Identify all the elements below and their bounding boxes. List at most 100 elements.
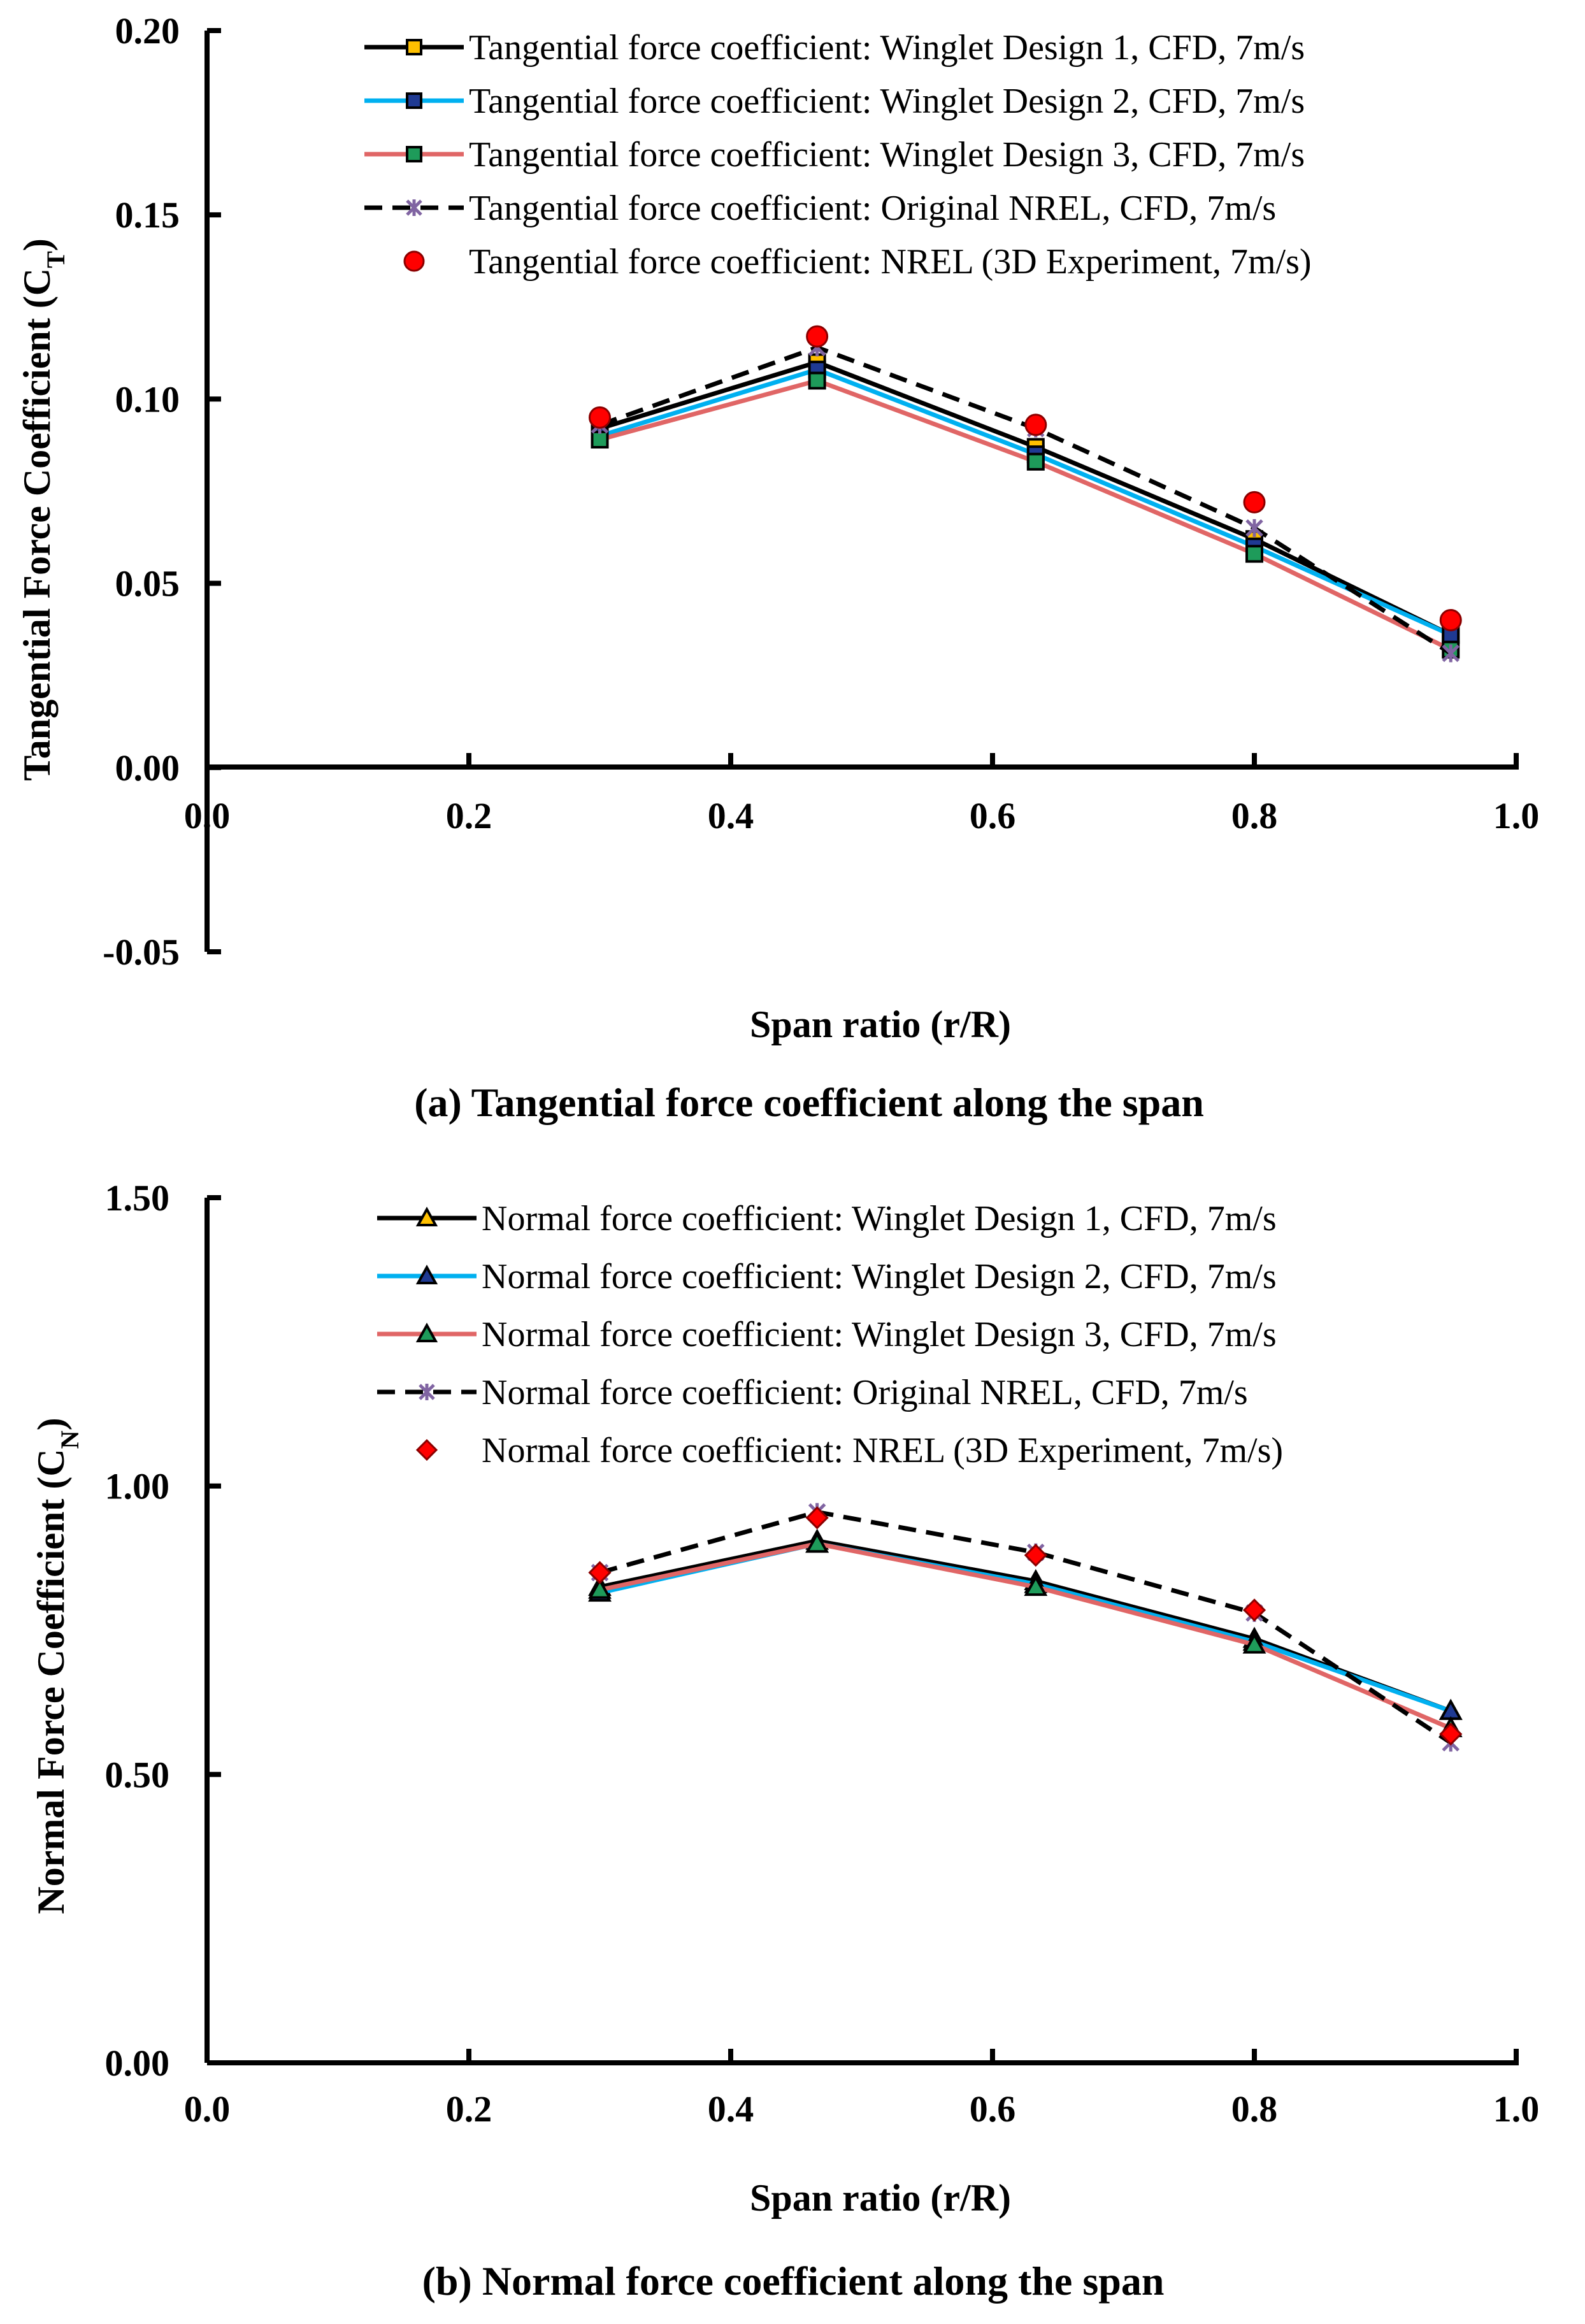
- tangential-y-tick-label: 0.20: [115, 10, 180, 52]
- tangential-legend-label: Tangential force coefficient: Winglet De…: [469, 28, 1305, 68]
- tangential-series-3-point: [808, 371, 826, 390]
- tangential-series-5: [589, 325, 1462, 631]
- normal-legend-swatch-marker: [419, 1384, 435, 1400]
- normal-series-5-point: [588, 1561, 612, 1584]
- tangential-y-tick-label: 0.00: [115, 747, 180, 789]
- normal-y-axis-label-sub: N: [55, 1430, 84, 1449]
- normal-series-2-line: [599, 1541, 1452, 1714]
- tangential-y-axis-label-close: ): [16, 238, 58, 251]
- normal-legend-swatch-marker: [415, 1438, 438, 1461]
- tangential-axes: -0.05 0.00 0.05 0.10 0.15 0.20 0.0 0.2 0.4 0.6 0.8…: [103, 10, 1539, 973]
- tangential-legend-entry-5: Tangential force coefficient: NREL (3D E…: [403, 242, 1312, 282]
- normal-legend-entry-3: Normal force coefficient: Winglet Design…: [377, 1315, 1277, 1354]
- tangential-legend-label: Tangential force coefficient: Winglet De…: [469, 135, 1305, 175]
- tangential-series-2-line: [599, 367, 1452, 637]
- normal-x-tick-label: 0.4: [708, 2088, 754, 2130]
- normal-y-axis-label-close: ): [30, 1417, 72, 1430]
- tangential-force-chart: -0.05 0.00 0.05 0.10 0.15 0.20 0.0 0.2 0.4 0.6 0.8…: [16, 10, 1539, 1125]
- tangential-series-5-point: [1439, 608, 1462, 631]
- tangential-y-tick-label: 0.10: [115, 378, 180, 420]
- normal-series-3: [588, 1531, 1463, 1737]
- normal-x-tick-label: 0.6: [970, 2088, 1016, 2130]
- tangential-legend-label: Tangential force coefficient: Winglet De…: [469, 82, 1305, 121]
- normal-series-4: [591, 1503, 1460, 1752]
- tangential-legend-swatch-marker: [406, 146, 422, 162]
- normal-axes: 0.00 0.50 1.00 1.50 0.0 0.2 0.4 0.6 0.8 1.0: [105, 1177, 1540, 2130]
- tangential-series-5-point: [589, 406, 611, 429]
- normal-legend: Normal force coefficient: Winglet Design…: [377, 1199, 1283, 1470]
- normal-caption: (b) Normal force coefficient along the s…: [422, 2258, 1165, 2304]
- tangential-series-4: [591, 338, 1460, 663]
- normal-series-5: [588, 1506, 1463, 1746]
- tangential-caption: (a) Tangential force coefficient along t…: [414, 1080, 1204, 1125]
- tangential-legend-entry-2: Tangential force coefficient: Winglet De…: [364, 82, 1305, 121]
- tangential-y-axis-label: Tangential Force Coefficient (CT): [16, 238, 70, 781]
- tangential-legend-entry-1: Tangential force coefficient: Winglet De…: [364, 28, 1305, 68]
- normal-legend-entry-5: Normal force coefficient: NREL (3D Exper…: [415, 1431, 1283, 1470]
- normal-y-tick-label: 0.50: [105, 1754, 170, 1795]
- tangential-series-4-line: [599, 345, 1452, 656]
- normal-x-tick-label: 0.0: [184, 2088, 231, 2130]
- tangential-legend-label: Tangential force coefficient: Original N…: [469, 189, 1276, 228]
- tangential-legend-entry-4: Tangential force coefficient: Original N…: [364, 189, 1276, 228]
- tangential-series-5-point: [806, 325, 829, 348]
- tangential-y-tick-label: 0.15: [115, 194, 180, 236]
- normal-series-3-point: [1024, 1574, 1048, 1596]
- normal-legend-label: Normal force coefficient: Winglet Design…: [482, 1315, 1277, 1354]
- normal-series-3-point: [1242, 1632, 1266, 1654]
- normal-legend-swatch-marker: [415, 1265, 438, 1284]
- normal-series: [588, 1503, 1463, 1752]
- tangential-legend-swatch-marker: [406, 92, 422, 109]
- normal-y-axis-label: Normal Force Coefficient (CN): [30, 1417, 84, 1914]
- normal-legend-label: Normal force coefficient: NREL (3D Exper…: [482, 1431, 1283, 1470]
- normal-y-tick-label: 0.00: [105, 2042, 170, 2084]
- tangential-series-4-point: [1245, 519, 1263, 537]
- tangential-y-tick-label: 0.05: [115, 563, 180, 605]
- tangential-legend-entry-3: Tangential force coefficient: Winglet De…: [364, 135, 1305, 175]
- tangential-legend-swatch-marker: [406, 199, 422, 216]
- normal-force-chart: 0.00 0.50 1.00 1.50 0.0 0.2 0.4 0.6 0.8 1.0 Norma…: [30, 1177, 1539, 2304]
- tangential-legend-swatch-marker: [403, 250, 425, 272]
- normal-y-tick-label: 1.00: [105, 1466, 170, 1507]
- tangential-series-3-point: [591, 431, 609, 449]
- tangential-x-axis-label: Span ratio (r/R): [750, 1003, 1011, 1045]
- tangential-series-3-point: [1026, 452, 1045, 471]
- tangential-x-tick-label: 1.0: [1493, 795, 1540, 836]
- tangential-x-tick-label: 0.4: [708, 795, 754, 836]
- tangential-series-3-line: [599, 378, 1452, 652]
- normal-series-4-line: [599, 1509, 1452, 1745]
- tangential-series-3: [591, 371, 1460, 659]
- normal-x-axis-label: Span ratio (r/R): [750, 2177, 1011, 2219]
- tangential-y-axis-label-main: Tangential Force Coefficient (C: [16, 268, 58, 781]
- normal-legend-label: Normal force coefficient: Original NREL,…: [482, 1373, 1248, 1412]
- tangential-x-tick-label: 0.6: [970, 795, 1016, 836]
- tangential-legend-swatch-marker: [406, 39, 422, 55]
- normal-legend-label: Normal force coefficient: Winglet Design…: [482, 1199, 1277, 1238]
- tangential-legend: Tangential force coefficient: Winglet De…: [364, 28, 1312, 282]
- normal-series-1-line: [599, 1539, 1452, 1714]
- tangential-series-5-point: [1024, 413, 1047, 436]
- normal-series-5-point: [1024, 1544, 1047, 1567]
- normal-x-tick-label: 0.8: [1231, 2088, 1278, 2130]
- tangential-series-5-point: [1243, 491, 1266, 513]
- tangential-legend-label: Tangential force coefficient: NREL (3D E…: [469, 242, 1312, 282]
- tangential-series-3-point: [1245, 545, 1263, 563]
- normal-series-1: [588, 1528, 1463, 1720]
- tangential-series-4-point: [1442, 644, 1460, 663]
- normal-series-5-point: [805, 1506, 829, 1530]
- normal-y-axis-label-main: Normal Force Coefficient (C: [30, 1449, 72, 1914]
- tangential-x-tick-label: 0.8: [1231, 795, 1278, 836]
- normal-legend-swatch-marker: [415, 1207, 438, 1226]
- normal-legend-swatch-marker: [415, 1323, 438, 1342]
- normal-series-3-line: [599, 1541, 1452, 1731]
- normal-series-3-point: [588, 1577, 612, 1599]
- tangential-y-tick-label: -0.05: [103, 931, 180, 973]
- normal-series-5-point: [1242, 1598, 1266, 1622]
- tangential-series: [589, 325, 1462, 663]
- normal-legend-entry-1: Normal force coefficient: Winglet Design…: [377, 1199, 1277, 1238]
- normal-y-tick-label: 1.50: [105, 1177, 170, 1219]
- tangential-x-tick-label: 0.0: [184, 795, 231, 836]
- normal-series-3-point: [805, 1531, 829, 1553]
- tangential-series-2: [591, 361, 1460, 644]
